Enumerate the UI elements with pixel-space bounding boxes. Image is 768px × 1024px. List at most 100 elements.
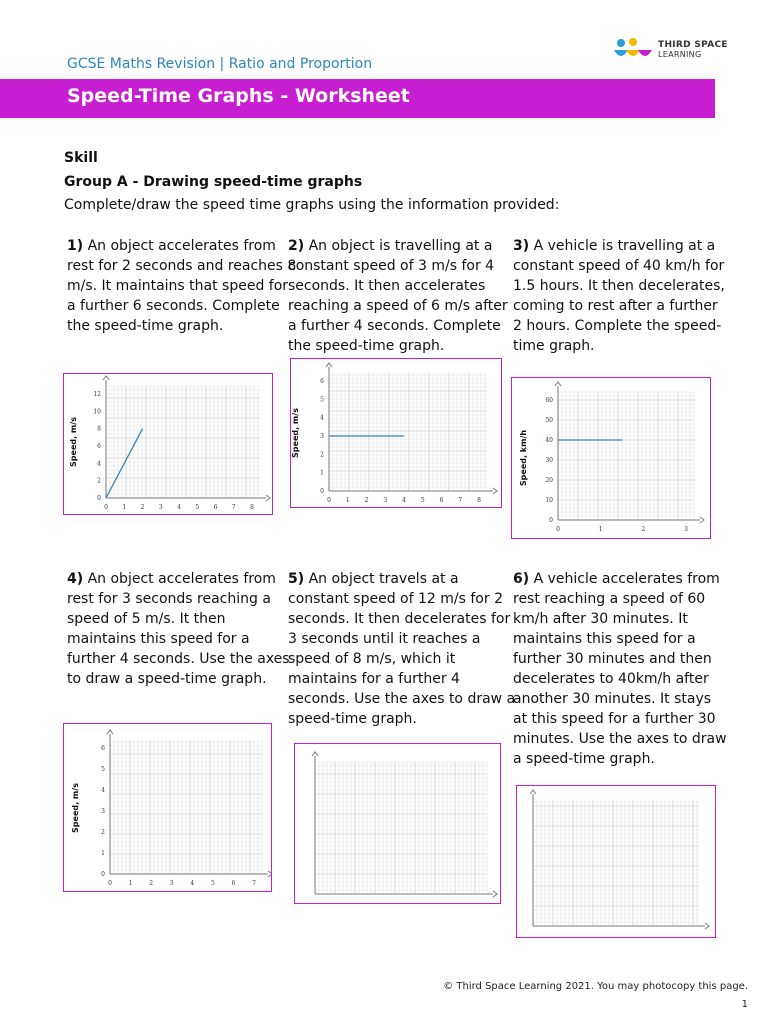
question-text: A vehicle is travelling at a constant sp… <box>513 238 725 354</box>
y-tick-label: 0 <box>101 871 105 878</box>
x-tick-label: 1 <box>599 526 603 533</box>
question-number: 1) <box>67 238 84 254</box>
y-tick-label: 1 <box>320 470 324 477</box>
x-axis-arrow-icon <box>265 494 271 502</box>
question-4: 4) An object accelerates from rest for 3… <box>67 569 297 689</box>
x-axis-arrow-icon <box>492 890 498 898</box>
graph-frame-2: 0123456780123456Time, sSpeed, m/s <box>290 358 502 508</box>
y-tick-label: 2 <box>320 451 324 458</box>
question-text: An object accelerates from rest for 2 se… <box>67 238 297 334</box>
x-tick-label: 3 <box>170 880 174 887</box>
question-text: A vehicle accelerates from rest reaching… <box>513 571 727 767</box>
y-axis-arrow-icon <box>554 381 562 387</box>
x-tick-label: 6 <box>232 880 236 887</box>
speed-time-chart: 012345670123456Time, sSpeed, m/s <box>71 729 271 887</box>
chart-grid <box>532 800 699 927</box>
group-heading: Group A - Drawing speed-time graphs <box>64 174 363 190</box>
x-tick-label: 2 <box>365 497 369 504</box>
x-tick-label: 4 <box>177 504 181 511</box>
x-tick-label: 2 <box>641 526 645 533</box>
x-tick-label: 0 <box>108 880 112 887</box>
x-tick-label: 7 <box>252 880 256 887</box>
graph-frame-3: 01230102030405060Time, hSpeed, km/h <box>511 377 711 539</box>
chart-grid <box>328 373 487 492</box>
chart-grid <box>109 740 263 875</box>
y-tick-label: 5 <box>320 396 324 403</box>
y-axis-label: Speed, m/s <box>291 408 300 458</box>
instructions: Complete/draw the speed time graphs usin… <box>64 197 560 213</box>
y-axis-arrow-icon <box>529 789 537 795</box>
title-bar: Speed-Time Graphs - Worksheet <box>0 79 715 118</box>
x-tick-label: 4 <box>402 497 406 504</box>
y-axis-arrow-icon <box>325 362 333 368</box>
y-tick-label: 1 <box>101 850 105 857</box>
question-6: 6) A vehicle accelerates from rest reach… <box>513 569 728 769</box>
page-title: Speed-Time Graphs - Worksheet <box>67 85 410 107</box>
x-tick-label: 8 <box>250 504 254 511</box>
logo-wordmark: THIRD SPACE LEARNING <box>658 40 728 60</box>
x-tick-label: 1 <box>129 880 133 887</box>
page-number: 1 <box>741 999 748 1010</box>
y-tick-label: 30 <box>545 457 553 464</box>
x-tick-label: 6 <box>214 504 218 511</box>
question-5: 5) An object travels at a constant speed… <box>288 569 518 729</box>
question-number: 5) <box>288 571 305 587</box>
y-tick-label: 4 <box>101 787 105 794</box>
chart-grid <box>314 761 488 895</box>
y-tick-label: 2 <box>101 829 105 836</box>
y-tick-label: 60 <box>545 397 553 404</box>
x-tick-label: 2 <box>141 504 145 511</box>
logo-line-2: LEARNING <box>658 50 702 59</box>
y-tick-label: 4 <box>320 415 324 422</box>
logo-line-1: THIRD SPACE <box>658 40 728 50</box>
question-text: An object is travelling at a constant sp… <box>288 238 508 354</box>
speed-time-chart: 01230102030405060Time, hSpeed, km/h <box>519 381 705 533</box>
x-tick-label: 7 <box>458 497 462 504</box>
y-tick-label: 6 <box>97 443 101 450</box>
copyright-footer: © Third Space Learning 2021. You may pho… <box>443 981 748 992</box>
x-axis-arrow-icon <box>267 870 271 878</box>
x-axis-arrow-icon <box>492 487 498 495</box>
question-1: 1) An object accelerates from rest for 2… <box>67 236 297 336</box>
question-number: 2) <box>288 238 305 254</box>
question-2: 2) An object is travelling at a constant… <box>288 236 518 356</box>
x-tick-label: 5 <box>211 880 215 887</box>
x-tick-label: 1 <box>122 504 126 511</box>
x-tick-label: 3 <box>159 504 163 511</box>
x-tick-label: 0 <box>104 504 108 511</box>
x-tick-label: 8 <box>477 497 481 504</box>
y-tick-label: 0 <box>320 488 324 495</box>
chart-grid <box>105 385 260 499</box>
y-tick-label: 3 <box>320 433 324 440</box>
y-tick-label: 8 <box>97 426 101 433</box>
x-axis-arrow-icon <box>699 516 705 524</box>
speed-time-chart <box>311 751 498 898</box>
skill-label: Skill <box>64 150 98 166</box>
page-subtitle: GCSE Maths Revision | Ratio and Proporti… <box>67 56 373 72</box>
y-tick-label: 40 <box>545 437 553 444</box>
question-text: An object travels at a constant speed of… <box>288 571 516 727</box>
x-axis-arrow-icon <box>704 922 710 930</box>
third-space-learning-logo-icon <box>614 38 652 56</box>
x-tick-label: 1 <box>346 497 350 504</box>
series-line <box>105 428 144 499</box>
x-tick-label: 3 <box>684 526 688 533</box>
graph-frame-4: 012345670123456Time, sSpeed, m/s <box>63 723 272 892</box>
y-axis-label: Speed, km/h <box>519 430 528 486</box>
speed-time-chart <box>529 789 710 930</box>
y-tick-label: 20 <box>545 477 553 484</box>
graph-frame-1: 012345678024681012Time, sSpeed, m/s <box>63 373 273 515</box>
y-tick-label: 0 <box>97 495 101 502</box>
question-number: 4) <box>67 571 84 587</box>
x-tick-label: 0 <box>327 497 331 504</box>
speed-time-chart: 012345678024681012Time, sSpeed, m/s <box>69 375 271 511</box>
y-axis-arrow-icon <box>311 751 319 757</box>
brand-logo: THIRD SPACE LEARNING <box>612 38 732 64</box>
x-tick-label: 7 <box>232 504 236 511</box>
x-tick-label: 5 <box>421 497 425 504</box>
y-tick-label: 3 <box>101 808 105 815</box>
y-tick-label: 6 <box>101 745 105 752</box>
question-text: An object accelerates from rest for 3 se… <box>67 571 290 687</box>
y-axis-label: Speed, m/s <box>71 783 80 833</box>
y-axis-arrow-icon <box>106 729 114 735</box>
